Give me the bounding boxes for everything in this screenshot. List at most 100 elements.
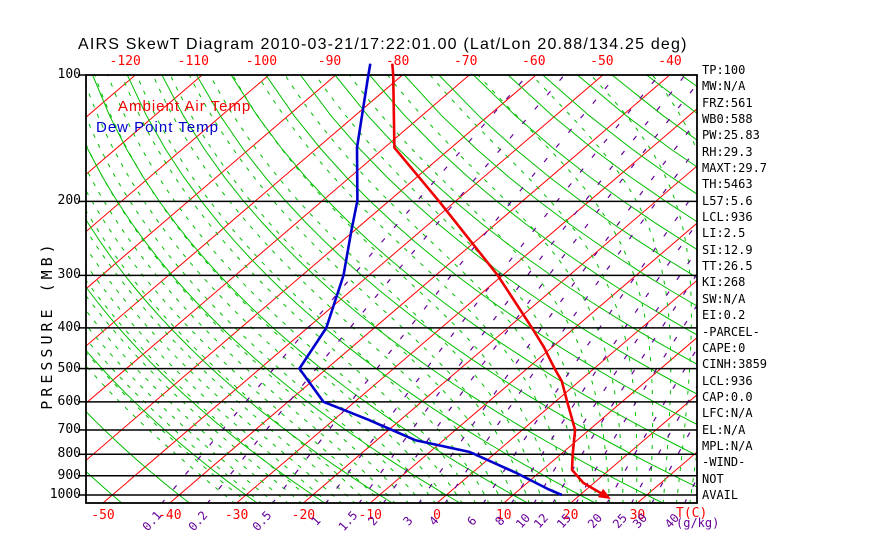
mixing-ratio-line (325, 75, 660, 503)
plot-border (85, 74, 698, 504)
ambient-temp-curve (391, 63, 605, 497)
moist-adiabat-line (315, 75, 597, 503)
top-temp-tick-label: -90 (317, 54, 342, 69)
top-temp-tick-label: -80 (385, 54, 410, 69)
dry-adiabat-line (230, 75, 697, 456)
bottom-temp-tick-label: -30 (224, 508, 249, 523)
dry-adiabat-line (86, 410, 191, 503)
stat-line: CAPE:0 (702, 340, 746, 355)
isotherm-line (503, 336, 697, 503)
moist-adiabat-line (86, 143, 410, 503)
moist-adiabat-line (86, 351, 249, 503)
bottom-temp-tick-label: -40 (158, 508, 182, 523)
moist-adiabat-line (531, 75, 672, 503)
moist-adiabat-line (86, 294, 303, 503)
moist-adiabat-line (349, 75, 611, 503)
pressure-tick-label: 800 (57, 446, 81, 462)
moist-adiabat-line (86, 338, 262, 503)
dry-adiabat-line (126, 75, 597, 503)
temp-curve-arrowhead (598, 488, 611, 499)
moist-adiabat-line (86, 115, 423, 503)
moist-adiabat-line (86, 324, 276, 503)
moist-adiabat-line (152, 75, 503, 503)
stat-line: CINH:3859 (702, 357, 768, 372)
pressure-tick-label: 600 (57, 393, 81, 409)
stat-line: SI:12.9 (702, 242, 753, 257)
bottom-temp-tick-label: -10 (358, 508, 382, 523)
dry-adiabat-line (438, 75, 697, 279)
dry-adiabat-line (196, 75, 697, 488)
bottom-temp-tick-label: 10 (495, 508, 512, 523)
moist-adiabat-line (94, 75, 450, 503)
isotherm-line (303, 165, 697, 503)
moist-adiabat-line (107, 75, 463, 503)
stat-line: KI:268 (702, 275, 746, 290)
dry-adiabat-line (86, 144, 461, 503)
top-temp-tick-label: -110 (177, 54, 209, 69)
dry-adiabat-line (473, 75, 697, 250)
moist-adiabat-line (209, 75, 544, 503)
moist-adiabat-line (169, 75, 517, 503)
mixing-ratio-unit-label: (g/kg) (676, 516, 720, 530)
stat-line: TP:100 (702, 63, 746, 77)
mixing-ratio-line (206, 75, 565, 503)
pressure-tick-label: 100 (57, 67, 81, 82)
dry-adiabat-line (369, 75, 697, 336)
bottom-temp-tick-label: -20 (291, 508, 316, 523)
bottom-temp-tick-label: 0 (433, 508, 441, 523)
stat-line: FRZ:561 (702, 95, 753, 110)
moist-adiabat-line (232, 75, 557, 503)
stat-line: -WIND- (702, 455, 746, 470)
isotherm-line (86, 75, 136, 118)
dry-adiabat-line (403, 75, 697, 307)
pressure-tick-label: 700 (57, 421, 81, 437)
dry-adiabat-line (507, 75, 697, 223)
isotherm-line (86, 75, 537, 462)
isotherm-line (0, 75, 2, 503)
stat-line: TH:5463 (702, 177, 753, 192)
stat-line: -PARCEL- (702, 324, 760, 339)
stat-line: NOT (702, 471, 724, 486)
legend-ambient-air-temp: Ambient Air Temp (118, 98, 252, 115)
isotherm-line (236, 108, 697, 503)
bottom-temp-tick-label: -50 (91, 508, 115, 523)
stat-line: MPL:N/A (702, 438, 753, 453)
moist-adiabat-line (86, 209, 369, 503)
dry-adiabat-line (300, 75, 697, 395)
dry-adiabat-line (86, 349, 258, 503)
isotherm-line (570, 394, 697, 503)
sounding-indices-panel: TP:100 MW:N/A FRZ:561 WB0:588 PW:25.83 RH:29.… (702, 62, 767, 503)
isotherm-line (0, 75, 69, 503)
top-temp-tick-label: -100 (245, 54, 278, 69)
stat-line: TT:26.5 (702, 259, 753, 274)
stat-line: LFC:N/A (702, 406, 753, 421)
isotherm-line (86, 75, 470, 404)
pressure-tick-label: 300 (57, 267, 81, 283)
moist-adiabat-line (429, 75, 638, 503)
top-temp-tick-label: -60 (522, 54, 546, 69)
mixing-ratio-line (533, 249, 697, 503)
top-temp-tick-label: -40 (658, 54, 682, 69)
stat-line: MW:N/A (702, 79, 746, 94)
dry-adiabat-line (265, 75, 697, 426)
moist-adiabat-line (387, 75, 624, 503)
stat-line: SW:N/A (702, 291, 746, 306)
stat-line: LI:2.5 (702, 226, 746, 241)
stat-line: AVAIL (702, 487, 739, 502)
stat-line: PW:25.83 (702, 128, 760, 143)
mixing-ratio-line (358, 75, 686, 503)
bottom-temp-tick-label: 20 (562, 508, 579, 523)
isotherm-line (436, 279, 697, 503)
stat-line: L57:5.6 (702, 193, 753, 208)
stat-line: EI:0.2 (702, 308, 746, 323)
stat-line: EL:N/A (702, 422, 746, 437)
pressure-tick-label: 900 (57, 467, 81, 483)
dry-adiabat-line (86, 218, 394, 503)
moist-adiabat-line (284, 75, 584, 503)
moist-adiabat-line (86, 263, 329, 503)
stat-line: LCL:936 (702, 210, 753, 225)
isotherm-line (102, 75, 604, 503)
stat-line: RH:29.3 (702, 144, 753, 159)
moist-adiabat-line (121, 75, 477, 503)
